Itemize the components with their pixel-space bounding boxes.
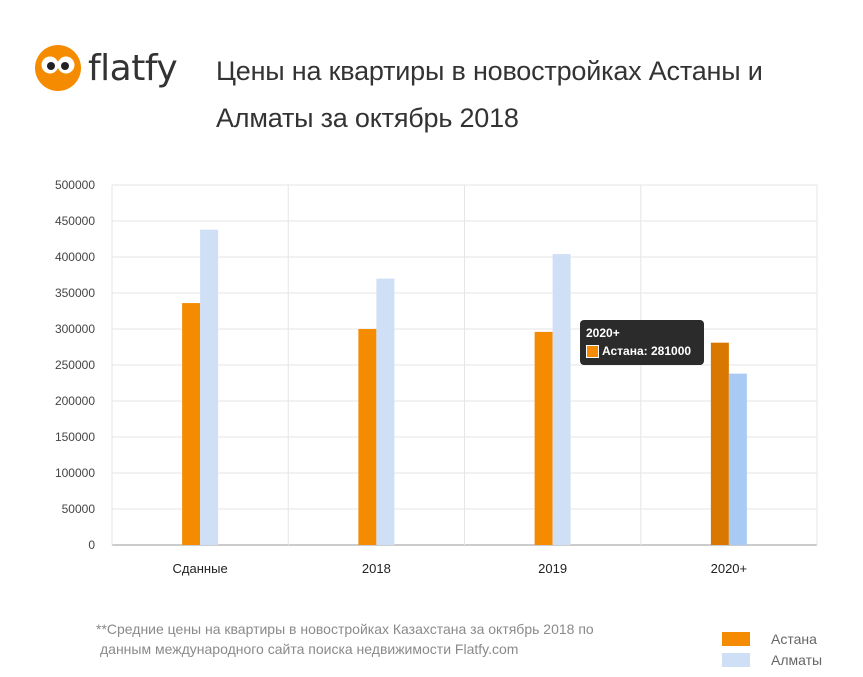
bar-almaty[interactable] [376, 278, 395, 545]
y-tick-label: 250000 [55, 358, 95, 372]
footnote: **Средние цены на квартиры в новостройка… [96, 619, 656, 659]
legend-item-astana[interactable]: Астана [722, 628, 822, 649]
x-category-label: 2019 [538, 561, 567, 576]
bar-almaty[interactable] [552, 254, 571, 545]
owl-logo-icon [35, 45, 81, 91]
y-tick-label: 150000 [55, 430, 95, 444]
y-tick-label: 50000 [62, 502, 96, 516]
y-tick-label: 400000 [55, 250, 95, 264]
tooltip-value: 281000 [651, 344, 692, 358]
y-tick-label: 200000 [55, 394, 95, 408]
bar-astana[interactable] [182, 303, 201, 545]
footnote-line-2: данным международного сайта поиска недви… [100, 641, 519, 657]
legend-swatch-almaty [722, 652, 750, 667]
y-tick-label: 100000 [55, 466, 95, 480]
bars [182, 229, 747, 545]
tooltip-title: 2020+ [586, 326, 620, 340]
bar-astana[interactable] [710, 342, 729, 545]
y-tick-label: 300000 [55, 322, 95, 336]
logo-text: flatfy [88, 47, 178, 89]
chart-title: Цены на квартиры в новостройках Астаны и… [216, 56, 763, 133]
footnote-line-1: **Средние цены на квартиры в новостройка… [96, 621, 594, 637]
bar-astana[interactable] [534, 331, 553, 545]
legend-label-almaty: Алматы [771, 651, 823, 668]
legend-swatch-astana [722, 631, 750, 646]
data-tooltip: 2020+ Астана: 281000 [580, 320, 704, 365]
axis-labels: 0 50000 100000 150000 200000 250000 300000 3500… [55, 178, 747, 576]
y-tick-label: 450000 [55, 214, 95, 228]
legend-item-almaty[interactable]: Алматы [722, 649, 822, 670]
tooltip-swatch [586, 344, 599, 358]
bar-almaty[interactable] [200, 229, 219, 545]
bar-chart: 0 50000 100000 150000 200000 250000 300000 3500… [55, 178, 818, 576]
y-tick-label: 0 [88, 538, 95, 552]
legend-label-astana: Астана [771, 630, 817, 647]
legend: Астана Алматы [722, 628, 822, 670]
tooltip-series: Астана [602, 344, 644, 358]
tooltip-row: Астана: 281000 [586, 344, 691, 358]
tooltip-colon: : [643, 344, 651, 358]
flatfy-logo: flatfy [34, 44, 178, 92]
bar-almaty[interactable] [728, 373, 747, 545]
x-category-label: Сданные [173, 561, 228, 576]
x-category-label: 2018 [362, 561, 391, 576]
y-tick-label: 500000 [55, 178, 95, 192]
bar-astana[interactable] [358, 329, 377, 545]
x-category-label: 2020+ [711, 561, 748, 576]
y-tick-label: 350000 [55, 286, 95, 300]
